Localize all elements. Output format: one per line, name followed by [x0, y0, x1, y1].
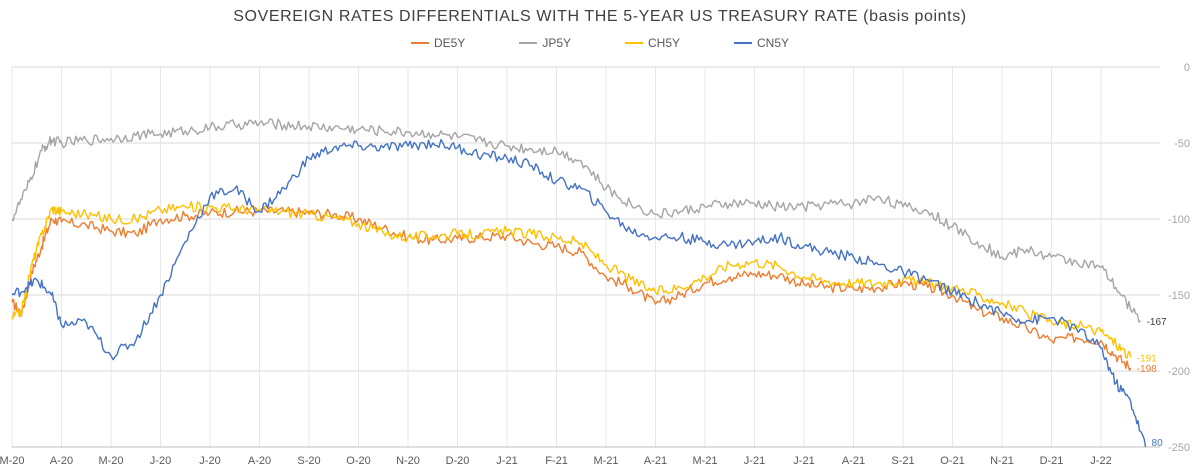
y-tick-label: -200: [1168, 366, 1190, 378]
x-tick-label: O-21: [940, 455, 964, 467]
legend-item-de5y: DE5Y: [410, 36, 466, 50]
x-tick-label: M-21: [593, 455, 618, 467]
x-tick-label: M-20: [98, 455, 123, 467]
legend-label-ch5y: CH5Y: [648, 36, 681, 50]
legend: DE5Y JP5Y CH5Y CN5Y: [0, 36, 1200, 50]
x-tick-label: S-21: [891, 455, 914, 467]
legend-swatch-jp5y: [519, 42, 538, 44]
end-label-cn5y: 80: [1152, 438, 1164, 449]
x-tick-label: M-20: [0, 455, 25, 467]
series-line-cn5y: [11, 138, 1147, 448]
legend-item-jp5y: JP5Y: [519, 36, 571, 50]
x-tick-label: D-20: [446, 455, 470, 467]
x-tick-label: A-20: [50, 455, 73, 467]
x-tick-label: J-20: [150, 455, 171, 467]
end-label-jp5y: -167: [1147, 317, 1167, 328]
x-tick-label: D-21: [1040, 455, 1064, 467]
y-tick-label: -150: [1168, 290, 1190, 302]
x-tick-label: A-21: [842, 455, 865, 467]
chart-title: SOVEREIGN RATES DIFFERENTIALS WITH THE 5…: [233, 8, 967, 25]
legend-item-cn5y: CN5Y: [734, 36, 789, 50]
series-line-jp5y: [11, 118, 1142, 323]
legend-label-de5y: DE5Y: [433, 36, 466, 50]
x-tick-label: F-21: [545, 455, 568, 467]
legend-label-jp5y: JP5Y: [542, 36, 571, 50]
series-line-de5y: [11, 205, 1132, 371]
end-label-de5y: -198: [1137, 364, 1157, 375]
legend-label-cn5y: CN5Y: [757, 36, 790, 50]
series-line-ch5y: [11, 200, 1132, 359]
legend-swatch-de5y: [410, 42, 429, 44]
legend-item-ch5y: CH5Y: [625, 36, 680, 50]
y-tick-label: -250: [1168, 442, 1190, 454]
x-tick-label: O-20: [346, 455, 370, 467]
y-tick-label: 0: [1184, 62, 1190, 74]
x-tick-label: J-21: [744, 455, 765, 467]
y-tick-label: -50: [1174, 138, 1190, 150]
x-tick-label: N-21: [990, 455, 1014, 467]
x-tick-label: J-21: [793, 455, 814, 467]
x-tick-label: A-21: [644, 455, 667, 467]
y-tick-label: -100: [1168, 214, 1190, 226]
legend-swatch-ch5y: [625, 42, 643, 44]
end-label-ch5y: -191: [1137, 353, 1157, 364]
x-tick-label: J-21: [496, 455, 517, 467]
x-tick-label: A-20: [248, 455, 271, 467]
x-tick-label: M-21: [692, 455, 717, 467]
x-tick-label: J-22: [1090, 455, 1111, 467]
x-tick-label: N-20: [396, 455, 420, 467]
x-tick-label: J-20: [199, 455, 220, 467]
x-tick-label: S-20: [297, 455, 320, 467]
legend-swatch-cn5y: [734, 42, 753, 44]
